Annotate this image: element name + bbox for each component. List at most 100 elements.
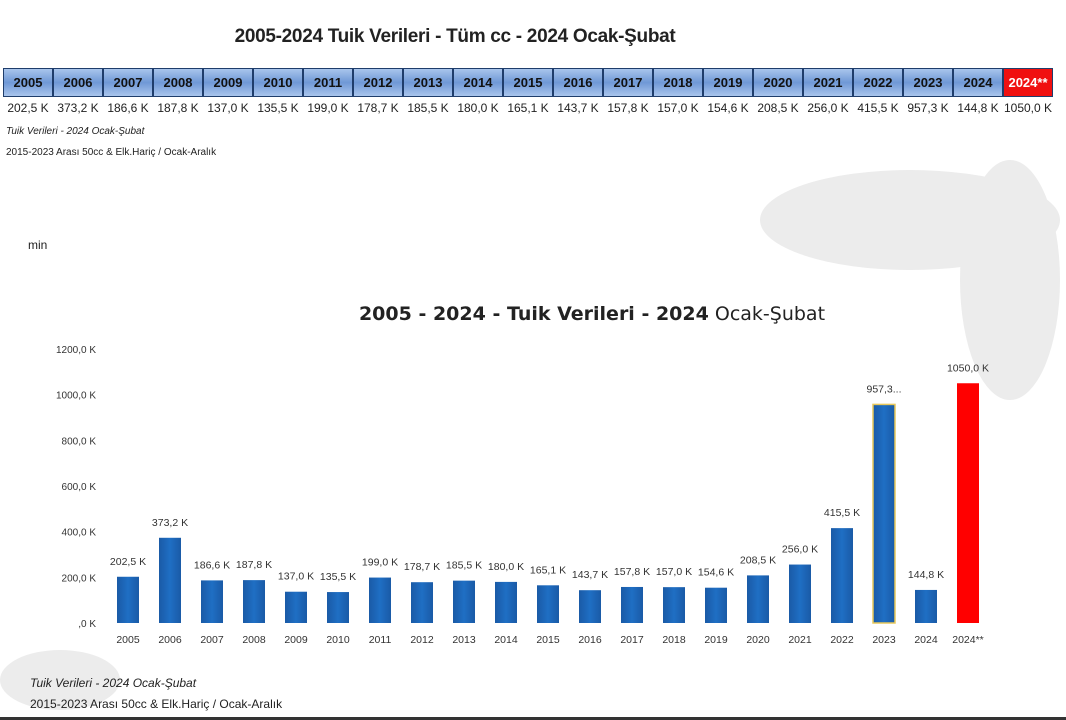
table-cell-value: 202,5 K xyxy=(7,101,49,115)
bar-chart: 2005 - 2024 - Tuik Verileri - 2024 Ocak-… xyxy=(56,303,989,646)
x-tick-label: 2020 xyxy=(746,634,770,646)
data-label: 154,6 K xyxy=(698,567,734,579)
table-cell-value: 415,5 K xyxy=(857,101,899,115)
bar-2005 xyxy=(117,576,139,623)
data-label: 187,8 K xyxy=(236,559,272,571)
data-label: 157,0 K xyxy=(656,566,692,578)
table-header-year: 2005 xyxy=(3,68,53,97)
bar-2007 xyxy=(201,580,223,623)
x-tick-label: 2011 xyxy=(369,634,392,646)
x-tick-label: 2013 xyxy=(452,634,476,646)
y-tick-label: 400,0 K xyxy=(62,528,97,539)
data-label: 165,1 K xyxy=(530,564,566,576)
chart-title-rest: Ocak-Şubat xyxy=(709,303,825,325)
data-label: 1050,0 K xyxy=(947,362,989,374)
table-header-year: 2019 xyxy=(703,68,753,97)
data-label: 143,7 K xyxy=(572,569,608,581)
data-label: 957,3... xyxy=(866,383,901,395)
bar-2013 xyxy=(453,580,475,623)
y-tick-label: 1000,0 K xyxy=(56,391,96,402)
table-header-year: 2016 xyxy=(553,68,603,97)
x-tick-label: 2005 xyxy=(116,634,140,646)
data-label: 178,7 K xyxy=(404,561,440,573)
x-tick-label: 2021 xyxy=(788,634,812,646)
x-tick-label: 2022 xyxy=(830,634,854,646)
table-header-year: 2015 xyxy=(503,68,553,97)
table-cell-value: 143,7 K xyxy=(557,101,599,115)
bar-2022 xyxy=(831,528,853,623)
table-cell-value: 144,8 K xyxy=(957,101,999,115)
x-tick-label: 2015 xyxy=(536,634,560,646)
x-tick-label: 2007 xyxy=(200,634,224,646)
table-header-year: 2018 xyxy=(653,68,703,97)
table-header-year: 2012 xyxy=(353,68,403,97)
table-cell-value: 165,1 K xyxy=(507,101,549,115)
x-tick-label: 2018 xyxy=(662,634,686,646)
table-header-year: 2010 xyxy=(253,68,303,97)
bar-2012 xyxy=(411,582,433,623)
table-cell-value: 180,0 K xyxy=(457,101,499,115)
table-header-year: 2008 xyxy=(153,68,203,97)
bar-2024 xyxy=(915,589,937,623)
table-cell-value: 208,5 K xyxy=(757,101,799,115)
bar-2014 xyxy=(495,581,517,623)
x-tick-label: 2023 xyxy=(872,634,896,646)
table-cell-value: 199,0 K xyxy=(307,101,349,115)
chart-title-bold: 2005 - 2024 - Tuik Verileri - 2024 xyxy=(359,303,709,325)
x-tick-label: 2024** xyxy=(952,634,984,646)
table-cell-value: 185,5 K xyxy=(407,101,449,115)
table-cell-value: 187,8 K xyxy=(157,101,199,115)
data-label: 180,0 K xyxy=(488,561,524,573)
table-header-year: 2009 xyxy=(203,68,253,97)
y-tick-label: 800,0 K xyxy=(62,436,97,447)
y-tick-label: 1200,0 K xyxy=(56,345,96,356)
watermark-shape xyxy=(0,650,120,710)
y-tick-label: 600,0 K xyxy=(62,482,97,493)
bar-2017 xyxy=(621,586,643,623)
data-label: 208,5 K xyxy=(740,554,776,566)
year-table: 2005 2006 2007 2008 2009 2010 2011 2012 2013 2014… xyxy=(3,68,1053,119)
table-header-year: 2023 xyxy=(903,68,953,97)
watermark-shape xyxy=(960,160,1060,400)
footer-note-scope: 2015-2023 Arası 50cc & Elk.Hariç / Ocak-… xyxy=(30,697,283,711)
table-cell-value: 154,6 K xyxy=(707,101,749,115)
data-label: 373,2 K xyxy=(152,517,188,529)
x-tick-label: 2012 xyxy=(410,634,434,646)
x-tick-label: 2008 xyxy=(242,634,266,646)
table-cell-value: 157,8 K xyxy=(607,101,649,115)
data-label: 199,0 K xyxy=(362,557,398,569)
data-label: 144,8 K xyxy=(908,569,944,581)
table-cell-value: 957,3 K xyxy=(907,101,949,115)
chart-title: 2005 - 2024 - Tuik Verileri - 2024 Ocak-… xyxy=(359,303,825,325)
data-label: 186,6 K xyxy=(194,559,230,571)
data-label: 157,8 K xyxy=(614,566,650,578)
bar-2011 xyxy=(369,577,391,623)
bar-2009 xyxy=(285,591,307,623)
table-header-year: 2020 xyxy=(753,68,803,97)
y-tick-label: 200,0 K xyxy=(62,573,97,584)
table-header-year: 2024 xyxy=(953,68,1003,97)
data-label: 185,5 K xyxy=(446,560,482,572)
table-header-year: 2014 xyxy=(453,68,503,97)
page-title: 2005-2024 Tuik Verileri - Tüm cc - 2024 … xyxy=(234,26,676,47)
table-header-year: 2007 xyxy=(103,68,153,97)
x-tick-label: 2014 xyxy=(494,634,518,646)
table-header-year: 2021 xyxy=(803,68,853,97)
x-tick-label: 2017 xyxy=(620,634,644,646)
bottom-border xyxy=(0,717,1066,720)
bar-2020 xyxy=(747,575,769,623)
table-cell-value: 135,5 K xyxy=(257,101,299,115)
bar-2024xx xyxy=(957,383,979,623)
table-header-year: 2006 xyxy=(53,68,103,97)
bar-2023 xyxy=(872,403,896,624)
x-tick-label: 2016 xyxy=(578,634,602,646)
table-cell-value: 256,0 K xyxy=(807,101,849,115)
table-cell-value: 157,0 K xyxy=(657,101,699,115)
x-tick-label: 2019 xyxy=(704,634,728,646)
footer-note-source: Tuik Verileri - 2024 Ocak-Şubat xyxy=(30,676,197,690)
data-label: 137,0 K xyxy=(278,571,314,583)
min-label: min xyxy=(28,238,48,252)
footnote-scope: 2015-2023 Arası 50cc & Elk.Hariç / Ocak-… xyxy=(6,147,217,158)
table-header-year: 2011 xyxy=(303,68,353,97)
table-header-year: 2022 xyxy=(853,68,903,97)
